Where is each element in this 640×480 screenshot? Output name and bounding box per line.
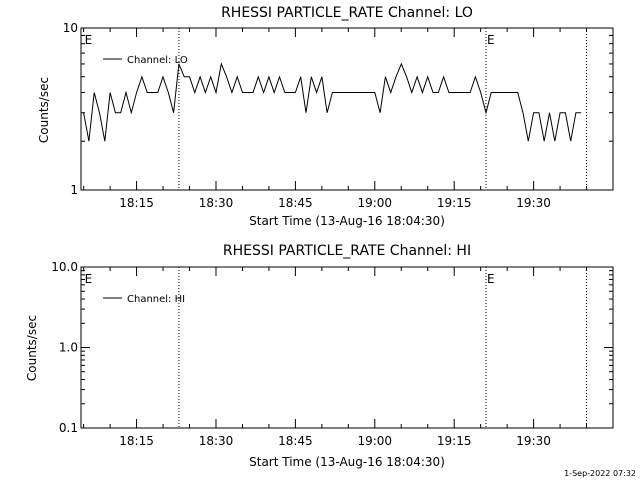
legend-label: Channel: HI <box>127 294 185 305</box>
y-tick-label: 10 <box>63 21 78 35</box>
chart-title: RHESSI PARTICLE_RATE Channel: LO <box>221 5 473 21</box>
series-line <box>83 62 582 142</box>
x-tick-label: 18:45 <box>278 434 313 448</box>
y-tick-label: 1.0 <box>59 341 78 355</box>
x-tick-label: 18:15 <box>119 434 154 448</box>
y-tick-label: 0.1 <box>59 421 78 435</box>
y-tick-label: 1 <box>70 183 78 197</box>
panel-lo: RHESSI PARTICLE_RATE Channel: LO Start T… <box>37 5 614 228</box>
legend-label: Channel: LO <box>127 55 188 66</box>
x-tick-label: 19:15 <box>437 196 472 210</box>
y-axis-label: Counts/sec <box>25 315 39 381</box>
x-axis-label: Start Time (13-Aug-16 18:04:30) <box>249 455 445 469</box>
x-tick-label: 19:30 <box>516 196 551 210</box>
plot-frame <box>80 27 614 191</box>
x-axis-label: Start Time (13-Aug-16 18:04:30) <box>249 214 445 228</box>
event-marker: E <box>487 33 495 47</box>
x-tick-label: 18:30 <box>199 434 234 448</box>
x-tick-label: 19:30 <box>516 434 551 448</box>
panel-hi: RHESSI PARTICLE_RATE Channel: HI Start T… <box>25 243 614 469</box>
x-tick-label: 18:30 <box>199 196 234 210</box>
event-marker: E <box>85 33 93 47</box>
y-tick-label: 10.0 <box>51 260 78 274</box>
x-tick-label: 18:15 <box>119 196 154 210</box>
chart-title: RHESSI PARTICLE_RATE Channel: HI <box>223 243 471 259</box>
x-tick-label: 19:00 <box>357 434 392 448</box>
event-marker: E <box>85 272 93 286</box>
x-tick-label: 19:15 <box>437 434 472 448</box>
event-marker: E <box>487 272 495 286</box>
x-tick-label: 19:00 <box>357 196 392 210</box>
footer-timestamp: 1-Sep-2022 07:32 <box>564 469 636 478</box>
x-tick-label: 18:45 <box>278 196 313 210</box>
y-axis-label: Counts/sec <box>37 77 51 143</box>
